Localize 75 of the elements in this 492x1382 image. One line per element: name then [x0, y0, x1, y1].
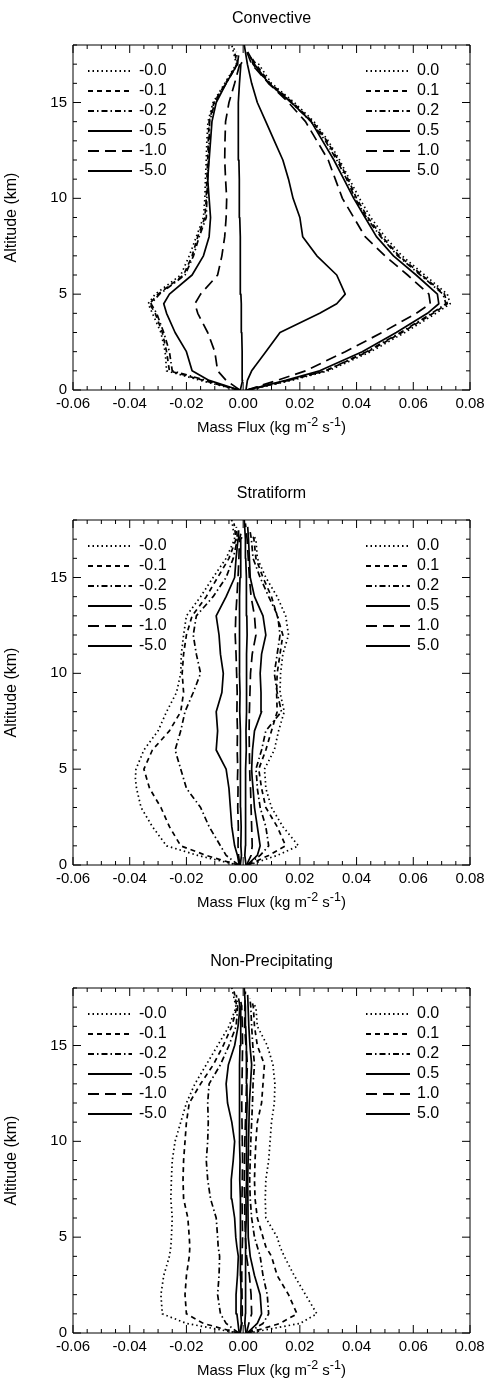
- chart-title: Convective: [230, 8, 313, 28]
- legend-label: 0.1: [417, 556, 440, 574]
- legend-label: -0.1: [139, 81, 167, 99]
- y-tick-label: 10: [50, 1131, 67, 1149]
- y-axis-title: Altitude (km): [2, 172, 20, 263]
- legend-label: 1.0: [417, 1084, 440, 1102]
- legend-label: -0.5: [139, 1064, 167, 1082]
- x-tick-label: -0.04: [112, 394, 147, 412]
- legend-label: -0.1: [139, 1024, 167, 1042]
- x-tick-label: -0.02: [169, 1337, 204, 1355]
- legend-label: -0.2: [139, 101, 167, 119]
- y-tick-label: 5: [58, 1227, 67, 1245]
- legend-label: -0.2: [139, 1044, 167, 1062]
- legend-label: -0.5: [139, 596, 167, 614]
- legend-label: -0.0: [139, 536, 167, 554]
- chart-title: Non-Precipitating: [209, 951, 334, 971]
- legend-label: 1.0: [417, 616, 440, 634]
- x-tick-label: 0.08: [455, 1337, 485, 1355]
- legend-label: 1.0: [417, 141, 440, 159]
- y-tick-label: 5: [58, 759, 67, 777]
- legend-label: -5.0: [139, 636, 167, 654]
- legend-label: 0.5: [417, 121, 440, 139]
- legend-label: -1.0: [139, 616, 167, 634]
- x-tick-label: 0.04: [341, 394, 372, 412]
- legend-label: -0.5: [139, 121, 167, 139]
- x-tick-label: 0.02: [285, 1337, 315, 1355]
- x-tick-label: 0.06: [398, 869, 428, 887]
- legend-label: -0.1: [139, 556, 167, 574]
- legend-label: -0.0: [139, 61, 167, 79]
- x-tick-label: 0.04: [341, 869, 372, 887]
- legend-label: 0.5: [417, 1064, 440, 1082]
- x-tick-label: 0.06: [398, 394, 428, 412]
- x-tick-label: 0.02: [285, 869, 315, 887]
- legend-label: 0.2: [417, 101, 440, 119]
- y-tick-label: 15: [50, 567, 67, 585]
- legend-label: 0.2: [417, 576, 440, 594]
- chart-title: Stratiform: [235, 483, 308, 503]
- legend-label: 0.1: [417, 1024, 440, 1042]
- x-tick-label: -0.02: [169, 869, 204, 887]
- x-tick-label: -0.04: [112, 869, 147, 887]
- x-tick-label: -0.04: [112, 1337, 147, 1355]
- y-tick-label: 15: [50, 92, 67, 110]
- x-axis-title: Mass Flux (kg m$^{-2}$ s$^{-1}$): [197, 414, 346, 437]
- legend-label: -1.0: [139, 141, 167, 159]
- legend-label: 5.0: [417, 636, 440, 654]
- y-tick-label: 5: [58, 284, 67, 302]
- y-tick-label: 10: [50, 188, 67, 206]
- legend-label: -5.0: [139, 161, 167, 179]
- legend-label: 0.1: [417, 81, 440, 99]
- legend-label: 5.0: [417, 161, 440, 179]
- legend-label: -0.2: [139, 576, 167, 594]
- x-tick-label: 0.00: [228, 394, 258, 412]
- x-tick-label: 0.06: [398, 1337, 428, 1355]
- y-axis-title: Altitude (km): [2, 1115, 20, 1206]
- x-axis-title: Mass Flux (kg m$^{-2}$ s$^{-1}$): [197, 889, 346, 912]
- x-tick-label: 0.08: [455, 869, 485, 887]
- x-tick-label: 0.00: [228, 1337, 258, 1355]
- x-tick-label: 0.04: [341, 1337, 372, 1355]
- legend-label: 0.0: [417, 61, 440, 79]
- legend-label: 0.2: [417, 1044, 440, 1062]
- legend-label: 0.0: [417, 1004, 440, 1022]
- y-tick-label: 10: [50, 663, 67, 681]
- legend-label: -5.0: [139, 1104, 167, 1122]
- legend-label: 5.0: [417, 1104, 440, 1122]
- x-tick-label: 0.08: [455, 394, 485, 412]
- x-axis-title: Mass Flux (kg m$^{-2}$ s$^{-1}$): [197, 1357, 346, 1380]
- y-tick-label: 15: [50, 1035, 67, 1053]
- legend-label: 0.0: [417, 536, 440, 554]
- legend-label: -0.0: [139, 1004, 167, 1022]
- y-axis-title: Altitude (km): [2, 647, 20, 738]
- x-tick-label: 0.02: [285, 394, 315, 412]
- x-tick-label: -0.02: [169, 394, 204, 412]
- legend-label: 0.5: [417, 596, 440, 614]
- x-tick-label: 0.00: [228, 869, 258, 887]
- legend-label: -1.0: [139, 1084, 167, 1102]
